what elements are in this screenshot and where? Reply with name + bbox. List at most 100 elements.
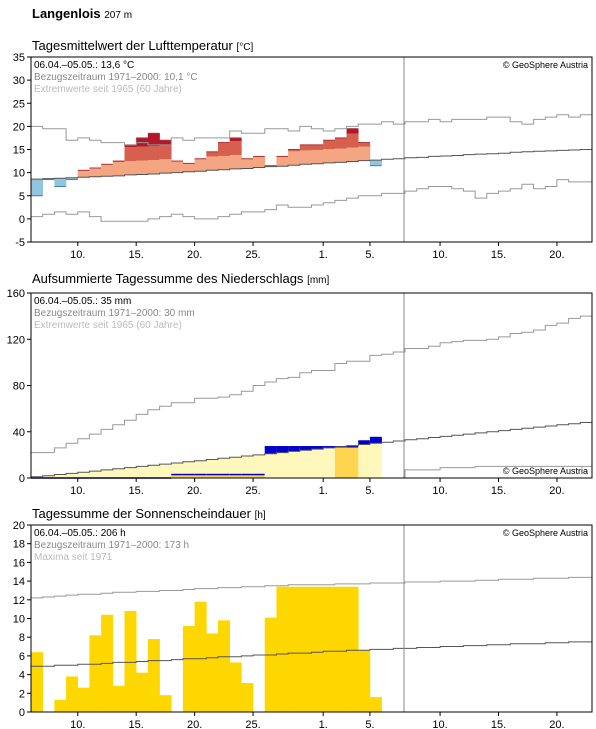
prec-info-line: Extremwerte seit 1965 (60 Jahre) [34,320,182,331]
station-elevation: 207 m [104,10,133,21]
temperature-bar [124,161,137,175]
precipitation-actual [334,446,347,478]
temperature-bar [334,148,347,163]
temperature-bar [299,150,312,165]
temperature-bar [229,137,242,142]
sun-xtick-label: 20. [187,719,202,729]
sunshine-bar [147,639,160,712]
sunshine-bar [229,662,242,712]
sun-xtick-label: 20. [549,719,564,729]
temperature-bar [159,159,172,174]
precipitation-area [241,456,254,478]
sunshine-bar [206,633,219,712]
temperature-bar [334,137,347,149]
temperature-bar [136,160,149,175]
temp-info-line: 06.04.–05.05.: 13,6 °C [34,60,134,71]
temp-ytick-label: 20 [13,121,25,133]
precipitation-area [206,459,219,478]
temp-info-line: Extremwerte seit 1965 (60 Jahre) [34,84,182,95]
temperature-bar [124,144,137,148]
temp-xtick-label: 15. [129,249,144,260]
precipitation-actual [171,474,184,478]
precipitation-actual [253,474,266,478]
sun-ytick-label: 2 [19,688,25,700]
precipitation-title: Aufsummierte Tagessumme des Niederschlag… [32,271,329,286]
precipitation-excess [369,437,382,444]
temperature-bar [171,161,184,173]
temperature-bar [288,149,301,152]
temperature-copyright: © GeoSphere Austria [503,60,588,70]
temperature-bar [147,160,160,175]
sun-xtick-label: 5. [365,719,374,729]
sun-ytick-label: 0 [19,707,25,719]
temperature-extreme-max-line [31,114,592,146]
sunshine-bar [54,699,67,712]
precipitation-area [159,464,172,478]
precipitation-actual [206,474,219,478]
temp-ytick-label: 5 [19,191,25,203]
sunshine-copyright: © GeoSphere Austria [503,528,588,538]
temperature-bar [182,163,195,172]
sun-info-line: Maxima seit 1971 [34,552,113,563]
prec-ytick-label: 40 [13,427,25,439]
prec-ytick-label: 80 [13,381,25,393]
sun-xtick-label: 15. [129,719,144,729]
temp-xtick-label: 20. [549,249,564,260]
temperature-bar [346,128,359,134]
temperature-bar [147,133,160,147]
sunshine-maxima-line [31,576,592,599]
precipitation-area [124,467,137,478]
temperature-bar [299,144,312,151]
temperature-bar [253,156,266,168]
sunshine-bar [346,586,359,712]
temp-xtick-label: 1. [319,249,328,260]
temp-xtick-label: 10. [70,249,85,260]
prec-xtick-label: 1. [319,485,328,497]
temperature-bar [206,151,219,157]
sunshine-bar [311,586,324,712]
temperature-bar [358,146,371,161]
temp-frame [30,56,593,243]
precipitation-excess [311,446,324,450]
sun-xtick-label: 1. [319,719,328,729]
temperature-bar [311,144,324,150]
sunshine-unit: [h] [254,510,266,521]
precipitation-area [194,460,207,478]
temperature-bar [124,147,137,162]
sunshine-bar [299,586,312,712]
temperature-reference-line [31,149,592,180]
precipitation-area [276,446,289,478]
sunshine-bar [112,685,125,712]
precipitation-area [182,461,195,478]
temperature-bar [229,141,242,156]
precipitation-area [218,458,230,478]
sunshine-title: Tagessumme der Sonnenscheindauer [h] [32,506,266,521]
temperature-bar [54,178,67,187]
temperature-bar [346,133,359,148]
precipitation-area [311,446,324,478]
prec-ytick-label: 160 [7,288,25,300]
temperature-bar [101,164,114,177]
temperature-bar [206,156,219,171]
station-heading: Langenlois 207 m [32,6,132,21]
sun-ytick-label: 10 [13,614,25,626]
sunshine-bar [264,617,277,712]
sun-frame [30,524,593,713]
precipitation-unit: [mm] [307,275,330,286]
temp-ytick-label: -5 [15,237,25,249]
precipitation-area [66,473,79,478]
precipitation-area [358,441,371,478]
prec-ytick-label: 120 [7,334,25,346]
station-name: Langenlois [32,6,101,21]
temperature-bar [66,177,79,180]
sun-ytick-label: 14 [13,576,25,588]
sun-info-line: Bezugszeitraum 1971–2000: 173 h [34,540,189,551]
precipitation-area [369,437,382,478]
sunshine-bar [358,650,371,712]
temp-ytick-label: 15 [13,145,25,157]
sun-xtick-label: 10. [432,719,447,729]
precipitation-extreme-max-line [31,315,592,454]
temperature-bar [346,147,359,162]
precipitation-area [136,466,149,478]
sunshine-bar [334,586,347,712]
